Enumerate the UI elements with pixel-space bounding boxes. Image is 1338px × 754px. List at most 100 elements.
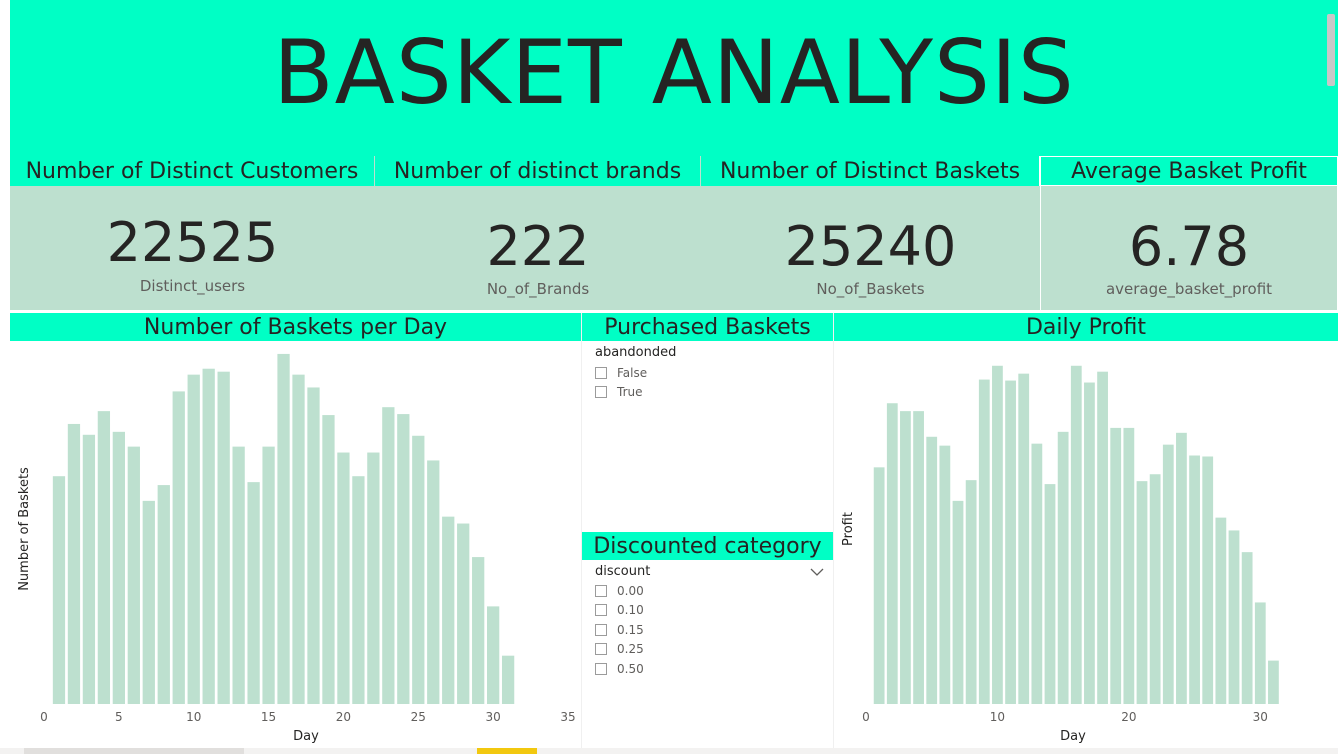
bar-day-1[interactable]	[52, 476, 66, 704]
slicer-option-true[interactable]: True	[595, 383, 825, 403]
checkbox[interactable]	[595, 584, 607, 597]
bar-day-22[interactable]	[367, 452, 380, 704]
bar-day-16[interactable]	[277, 353, 290, 704]
bar-day-19[interactable]	[1110, 427, 1122, 704]
panel-divider	[833, 313, 834, 748]
bar-day-14[interactable]	[1044, 484, 1056, 704]
checkbox[interactable]	[595, 366, 607, 379]
bar-day-4[interactable]	[913, 411, 924, 704]
kpi-card-baskets[interactable]: 25240 No_of_Baskets	[701, 186, 1040, 310]
bar-day-21[interactable]	[352, 476, 365, 704]
checkbox[interactable]	[595, 643, 607, 656]
checkbox[interactable]	[595, 604, 607, 617]
kpi-divider	[700, 156, 701, 186]
page-tab[interactable]	[24, 748, 244, 754]
x-tick-label: 10	[186, 710, 201, 724]
bar-day-7[interactable]	[142, 500, 155, 704]
bar-day-13[interactable]	[232, 446, 245, 704]
option-label: 0.15	[617, 622, 644, 637]
bar-day-9[interactable]	[172, 391, 185, 704]
bar-day-9[interactable]	[978, 379, 990, 704]
bar-day-27[interactable]	[1215, 517, 1227, 704]
bar-day-2[interactable]	[886, 403, 898, 704]
bar-day-24[interactable]	[397, 414, 410, 704]
checkbox[interactable]	[595, 386, 607, 399]
purchased-slicer: abandonded False True	[595, 345, 825, 402]
bar-day-5[interactable]	[926, 436, 938, 704]
bar-day-30[interactable]	[487, 606, 500, 704]
bar-day-25[interactable]	[1189, 455, 1200, 705]
discount-slicer-header: Discounted category	[582, 532, 833, 560]
bar-day-17[interactable]	[292, 374, 305, 704]
daily-profit-chart[interactable]: 0 10 20 30 Day Profit	[834, 341, 1338, 748]
bar-day-6[interactable]	[939, 445, 951, 704]
checkbox[interactable]	[595, 623, 607, 636]
bar-day-28[interactable]	[457, 523, 470, 704]
bar-day-28[interactable]	[1228, 530, 1240, 704]
bar-day-27[interactable]	[442, 516, 455, 704]
left-margin	[0, 0, 10, 754]
bar-day-29[interactable]	[472, 557, 485, 704]
bar-day-25[interactable]	[412, 435, 425, 704]
bar-day-2[interactable]	[67, 423, 81, 704]
x-tick-label: 15	[261, 710, 276, 724]
bar-day-15[interactable]	[262, 446, 275, 704]
bar-day-30[interactable]	[1254, 602, 1266, 704]
bar-day-1[interactable]	[873, 467, 885, 704]
slicer-option-false[interactable]: False	[595, 363, 825, 383]
bar-day-29[interactable]	[1241, 552, 1253, 704]
bar-day-13[interactable]	[1031, 443, 1043, 704]
bar-day-17[interactable]	[1084, 382, 1095, 704]
discount-slicer: discount 0.00 0.10 0.15 0.25 0.50	[595, 564, 825, 679]
slicer-option-3[interactable]: 0.25	[595, 640, 825, 660]
bar-day-18[interactable]	[307, 387, 320, 704]
option-label: 0.00	[617, 583, 644, 598]
kpi-label: No_of_Brands	[486, 280, 590, 298]
bar-day-6[interactable]	[127, 446, 140, 704]
bar-day-26[interactable]	[1202, 456, 1214, 704]
bar-day-8[interactable]	[157, 485, 170, 704]
bar-day-10[interactable]	[187, 374, 200, 704]
kpi-card-brands[interactable]: 222 No_of_Brands	[375, 186, 701, 310]
bar-day-12[interactable]	[1018, 373, 1030, 704]
bar-day-14[interactable]	[247, 482, 260, 704]
bar-day-7[interactable]	[952, 500, 964, 704]
bar-day-20[interactable]	[1123, 427, 1135, 704]
bar-day-3[interactable]	[82, 434, 96, 704]
bar-day-11[interactable]	[202, 368, 215, 704]
slicer-option-2[interactable]: 0.15	[595, 620, 825, 640]
baskets-per-day-chart[interactable]: 0 5 10 15 20 25 30 35 Day Number of Baskets	[10, 341, 581, 748]
bar-day-23[interactable]	[1162, 444, 1174, 704]
checkbox[interactable]	[595, 662, 607, 675]
chevron-down-icon[interactable]	[810, 567, 824, 577]
slicer-field-dropdown[interactable]: discount	[595, 564, 825, 579]
kpi-value: 25240	[784, 215, 957, 278]
bar-day-5[interactable]	[112, 431, 125, 704]
bar-day-12[interactable]	[217, 371, 230, 704]
bar-day-19[interactable]	[322, 415, 335, 704]
bar-day-8[interactable]	[965, 480, 977, 704]
slicer-option-1[interactable]: 0.10	[595, 601, 825, 621]
kpi-value: 222	[486, 215, 590, 278]
slicer-option-0[interactable]: 0.00	[595, 581, 825, 601]
bar-day-18[interactable]	[1097, 371, 1108, 704]
bar-day-26[interactable]	[427, 460, 440, 704]
bar-day-10[interactable]	[992, 365, 1003, 704]
bar-day-4[interactable]	[97, 411, 111, 704]
bar-day-23[interactable]	[382, 407, 395, 704]
bar-day-22[interactable]	[1149, 474, 1161, 704]
x-axis-title: Day	[293, 729, 319, 744]
bar-day-3[interactable]	[900, 411, 911, 704]
bar-day-31[interactable]	[501, 655, 515, 704]
bar-day-20[interactable]	[337, 452, 350, 704]
bar-day-11[interactable]	[1005, 380, 1016, 704]
kpi-card-avg-profit[interactable]: Average Basket Profit 6.78 average_baske…	[1040, 156, 1338, 311]
kpi-card-customers[interactable]: 22525 Distinct_users	[10, 186, 375, 310]
bar-day-31[interactable]	[1268, 660, 1279, 704]
bar-day-24[interactable]	[1176, 432, 1187, 704]
scrollbar-thumb[interactable]	[1327, 14, 1335, 86]
bar-day-15[interactable]	[1057, 431, 1069, 704]
bar-day-21[interactable]	[1136, 481, 1148, 704]
slicer-option-4[interactable]: 0.50	[595, 659, 825, 679]
bar-day-16[interactable]	[1070, 365, 1082, 704]
